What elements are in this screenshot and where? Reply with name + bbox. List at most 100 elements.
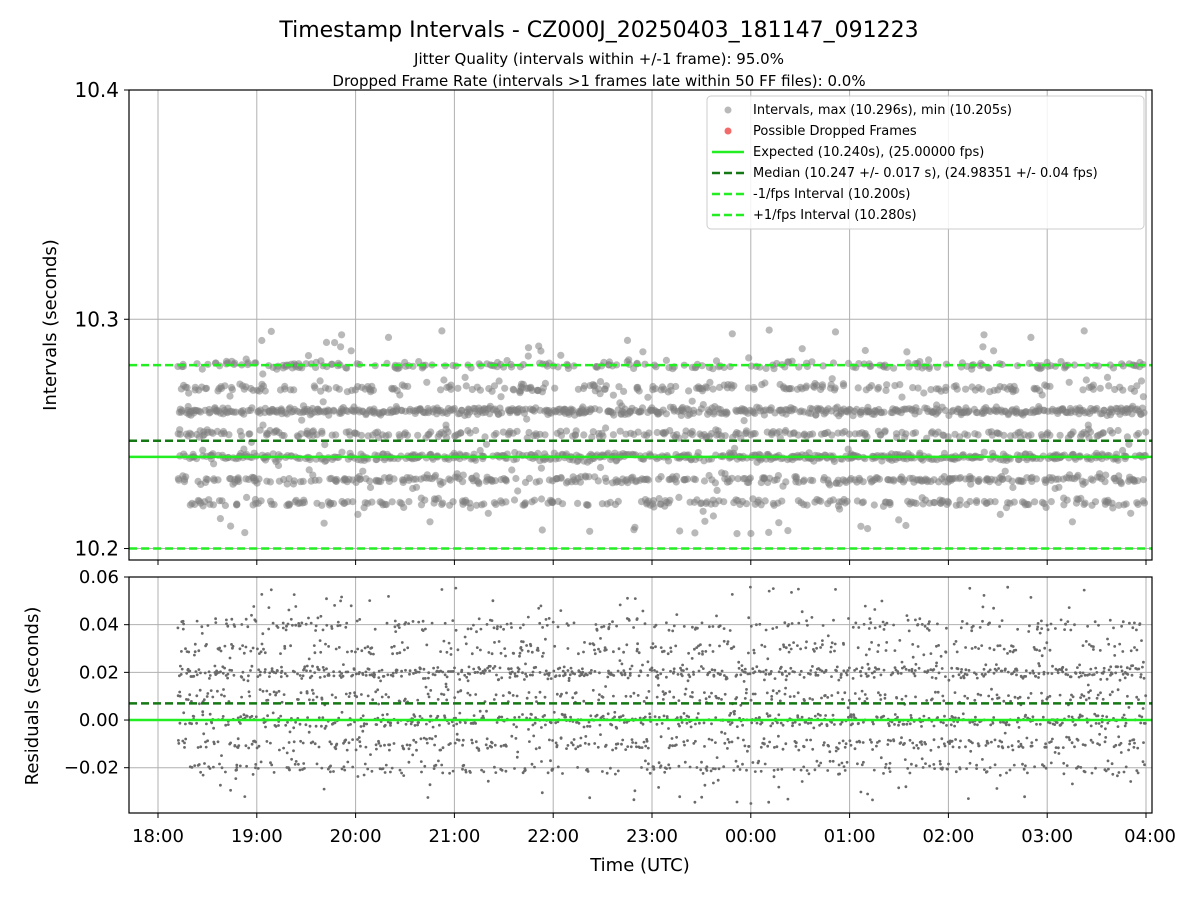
- residual-point: [937, 671, 941, 675]
- residual-point: [951, 716, 955, 719]
- residual-point: [383, 723, 387, 727]
- residual-point: [268, 671, 272, 675]
- residual-point: [260, 642, 264, 646]
- residual-point: [829, 650, 832, 654]
- residual-point: [178, 694, 182, 698]
- residual-point: [377, 669, 381, 673]
- residual-point: [672, 670, 676, 674]
- residual-point: [967, 797, 970, 800]
- residual-point: [958, 767, 962, 771]
- interval-point: [331, 339, 339, 347]
- residual-point: [957, 746, 961, 749]
- residual-point: [499, 744, 503, 748]
- residual-point: [943, 714, 946, 718]
- residual-point: [224, 770, 227, 774]
- interval-point: [421, 361, 429, 369]
- residual-point: [482, 770, 486, 774]
- residual-point: [922, 653, 926, 657]
- interval-point: [235, 477, 243, 486]
- residual-point: [284, 723, 288, 727]
- residual-point: [254, 715, 258, 719]
- residual-point: [771, 627, 775, 630]
- residual-point: [800, 715, 804, 719]
- interval-point: [298, 416, 306, 424]
- residuals-points: [176, 585, 1148, 805]
- residual-point: [765, 691, 769, 695]
- residual-point: [928, 620, 931, 623]
- residual-point: [769, 670, 773, 673]
- residual-point: [877, 643, 880, 647]
- residual-point: [254, 766, 257, 770]
- residual-point: [484, 743, 488, 747]
- residual-point: [199, 671, 202, 675]
- residual-point: [245, 714, 249, 718]
- interval-point: [974, 431, 982, 439]
- residual-point: [546, 677, 550, 681]
- residual-point: [235, 763, 239, 767]
- residual-point: [543, 714, 546, 717]
- interval-point: [662, 356, 671, 364]
- residual-point: [723, 692, 727, 696]
- residual-point: [179, 664, 182, 668]
- residual-point: [1013, 695, 1017, 699]
- interval-point: [304, 352, 313, 360]
- residual-point: [449, 647, 453, 650]
- residual-point: [332, 674, 336, 678]
- residual-point: [888, 770, 892, 773]
- residual-point: [796, 644, 799, 647]
- residual-point: [655, 670, 659, 674]
- residual-point: [659, 672, 663, 676]
- residual-point: [825, 723, 829, 726]
- residual-point: [882, 772, 885, 775]
- residual-point: [584, 735, 588, 738]
- residual-point: [882, 714, 886, 718]
- residual-point: [426, 796, 430, 799]
- residual-point: [700, 760, 703, 764]
- interval-point: [530, 496, 539, 504]
- residual-point: [614, 746, 618, 750]
- residual-point: [930, 697, 934, 701]
- residual-point: [515, 725, 518, 729]
- residual-point: [305, 669, 308, 673]
- residual-point: [743, 697, 747, 700]
- residual-point: [913, 674, 917, 678]
- interval-point: [1140, 409, 1148, 417]
- residual-point: [630, 738, 634, 741]
- residual-point: [259, 670, 262, 674]
- residual-point: [648, 712, 652, 716]
- residual-point: [500, 715, 504, 719]
- residual-point: [595, 628, 599, 632]
- residual-point: [637, 651, 641, 655]
- residual-point: [696, 712, 700, 715]
- residual-point: [411, 620, 415, 623]
- interval-point: [745, 354, 753, 362]
- residual-point: [471, 741, 474, 745]
- residual-point: [589, 671, 593, 675]
- residual-point: [628, 674, 632, 677]
- residual-point: [683, 743, 686, 747]
- interval-point: [1086, 428, 1095, 436]
- interval-point: [202, 384, 211, 392]
- residual-point: [992, 671, 996, 675]
- residual-point: [445, 650, 449, 654]
- residual-point: [827, 744, 830, 748]
- residual-point: [474, 693, 478, 696]
- residual-point: [334, 747, 338, 751]
- residual-point: [359, 725, 363, 728]
- residual-point: [188, 693, 192, 697]
- residual-point: [975, 763, 978, 767]
- residual-point: [949, 723, 953, 727]
- residual-point: [413, 715, 417, 718]
- residual-point: [266, 698, 270, 702]
- residual-point: [641, 663, 644, 667]
- interval-point: [209, 501, 217, 509]
- residual-point: [623, 673, 627, 677]
- residual-point: [428, 737, 432, 740]
- residual-point: [490, 652, 494, 656]
- interval-point: [980, 331, 988, 339]
- residual-point: [734, 759, 738, 763]
- residual-point: [362, 722, 366, 726]
- residual-point: [859, 790, 863, 794]
- residual-point: [579, 744, 582, 747]
- residual-point: [561, 772, 564, 775]
